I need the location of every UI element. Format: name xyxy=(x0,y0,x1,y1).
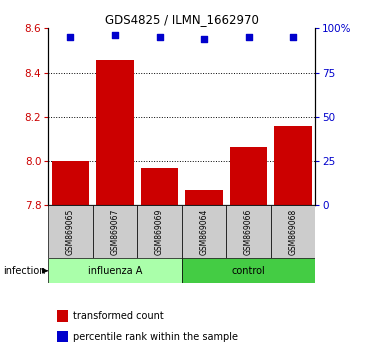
Bar xyxy=(141,168,178,205)
FancyBboxPatch shape xyxy=(93,205,137,258)
Bar xyxy=(52,161,89,205)
Bar xyxy=(185,190,223,205)
Text: GSM869065: GSM869065 xyxy=(66,209,75,255)
Text: GSM869068: GSM869068 xyxy=(289,209,298,255)
Bar xyxy=(57,310,68,321)
Text: control: control xyxy=(232,266,265,276)
Point xyxy=(246,34,252,40)
Bar xyxy=(57,331,68,342)
FancyBboxPatch shape xyxy=(226,205,271,258)
FancyBboxPatch shape xyxy=(182,205,226,258)
Point xyxy=(157,34,162,40)
Point xyxy=(201,36,207,42)
Text: GSM869067: GSM869067 xyxy=(111,209,119,255)
FancyBboxPatch shape xyxy=(48,205,93,258)
Text: infection: infection xyxy=(3,266,46,276)
Text: GSM869064: GSM869064 xyxy=(200,209,209,255)
Point xyxy=(290,34,296,40)
Text: GSM869066: GSM869066 xyxy=(244,209,253,255)
FancyBboxPatch shape xyxy=(271,205,315,258)
Title: GDS4825 / ILMN_1662970: GDS4825 / ILMN_1662970 xyxy=(105,13,259,26)
Text: GSM869069: GSM869069 xyxy=(155,209,164,255)
Text: transformed count: transformed count xyxy=(73,311,164,321)
Point xyxy=(68,34,73,40)
Text: percentile rank within the sample: percentile rank within the sample xyxy=(73,332,239,342)
Bar xyxy=(230,147,267,205)
FancyBboxPatch shape xyxy=(182,258,315,283)
Bar xyxy=(274,126,312,205)
FancyBboxPatch shape xyxy=(48,258,182,283)
Point xyxy=(112,33,118,38)
Bar xyxy=(96,61,134,205)
Text: influenza A: influenza A xyxy=(88,266,142,276)
FancyBboxPatch shape xyxy=(137,205,182,258)
